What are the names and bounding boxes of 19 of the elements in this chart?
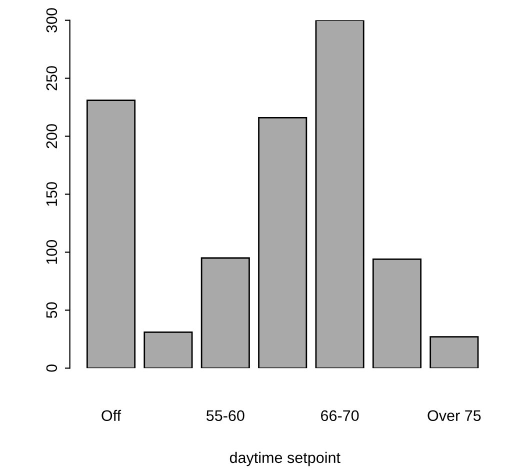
- bar: [86, 100, 136, 368]
- bar: [372, 258, 422, 368]
- bar: [258, 117, 308, 368]
- x-tick-label: 66-70: [321, 410, 359, 422]
- y-tick-label: 200: [46, 124, 58, 148]
- x-tick-label: Over 75: [428, 410, 481, 422]
- x-axis-title: daytime setpoint: [230, 452, 340, 466]
- y-tick-label: 0: [46, 364, 58, 372]
- y-tick-label: 50: [46, 302, 58, 318]
- bar: [200, 257, 250, 368]
- bar: [144, 332, 193, 368]
- y-tick-label: 250: [46, 66, 58, 90]
- y-tick-label: 150: [46, 182, 58, 206]
- y-tick-label: 300: [46, 8, 58, 32]
- bar: [430, 336, 479, 368]
- bar: [315, 20, 364, 368]
- y-tick-label: 100: [46, 240, 58, 264]
- x-tick-label: Off: [102, 410, 122, 422]
- x-tick-label: 55-60: [206, 410, 244, 422]
